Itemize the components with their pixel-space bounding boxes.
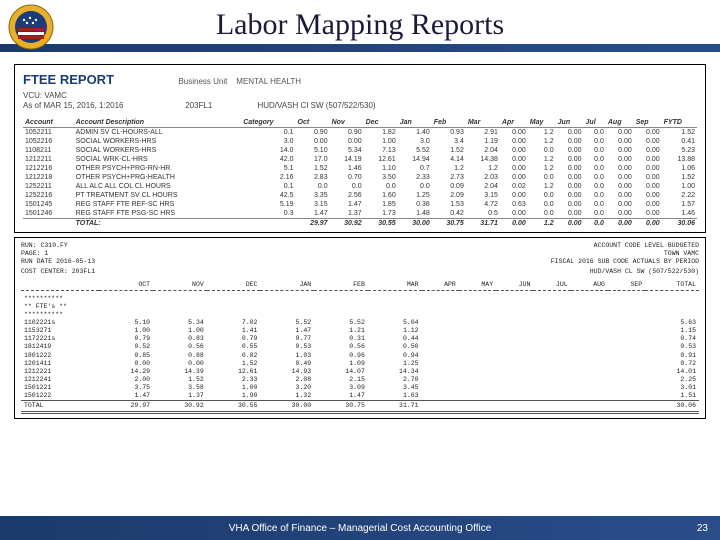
table-row: 1501246REG STAFF FTE PSG-SC HRS0.31.471.… xyxy=(23,209,697,219)
report1-table: AccountAccount DescriptionCategoryOctNov… xyxy=(23,118,697,228)
report1-vcu: VCU: VAMC xyxy=(23,91,697,100)
report1-dateline: As of MAR 15, 2016, 1:2016 203FL1 HUD/VA… xyxy=(23,101,697,110)
table-row: 1252211ALL ALC ALL COL CL HOURS0.10.00.0… xyxy=(23,182,697,191)
table-row: 1052211ADMIN SV CL-HOURS-ALL0.10.900.901… xyxy=(23,128,697,138)
table-row: 12122412.001.522.332.082.152.702.25 xyxy=(21,376,699,384)
ftee-report-box: FTEE REPORT Business Unit MENTAL HEALTH … xyxy=(14,64,706,233)
report1-subtitle: Business Unit MENTAL HEALTH xyxy=(178,77,301,86)
table-row: 121222114.2914.3912.6114.9314.0714.3414.… xyxy=(21,368,699,376)
table-row: 11532711.001.001.411.471.211.121.15 xyxy=(21,327,699,335)
slide-footer: VHA Office of Finance – Managerial Cost … xyxy=(0,516,720,540)
table-row: 1102221s5.105.347.025.525.525.045.63 xyxy=(21,319,699,327)
va-seal-icon xyxy=(8,4,54,50)
table-row: 1212218OTHER PSYCH+PRG-HEALTH2.162.830.7… xyxy=(23,173,697,182)
footer-page-number: 23 xyxy=(697,523,708,534)
report1-title: FTEE REPORT xyxy=(23,72,114,87)
report2-table: OCTNOVDECJANFEBMARAPRMAYJUNJULAUGSEPTOTA… xyxy=(21,281,699,415)
page-title: Labor Mapping Reports xyxy=(0,0,720,42)
table-row: 15012221.471.371.901.321.471.631.51 xyxy=(21,392,699,401)
budget-report-box: RUN: C310.FYACCOUNT CODE LEVEL BUDGETED … xyxy=(14,237,706,419)
header-divider xyxy=(0,44,720,52)
table-row: 15012213.753.581.003.203.093.453.01 xyxy=(21,384,699,392)
footer-text: VHA Office of Finance – Managerial Cost … xyxy=(0,523,720,534)
table-row: 1108211SOCIAL WORKERS-HRS14.05.105.347.1… xyxy=(23,146,697,155)
table-row: 1252216PT TREATMENT SV CL HOURS42.53.352… xyxy=(23,191,697,200)
table-row: 1212211SOCIAL WRK-CL-HRS42.017.014.1912.… xyxy=(23,155,697,164)
table-total-row: TOTAL29.9730.9230.5530.0030.7531.7130.06 xyxy=(21,401,699,413)
table-row: 18124190.520.560.550.530.560.500.53 xyxy=(21,343,699,351)
table-total-row: TOTAL:29.9730.9230.5530.0030.7531.710.00… xyxy=(23,219,697,229)
table-row: 18012220.850.880.821.030.960.940.91 xyxy=(21,352,699,360)
content-area: FTEE REPORT Business Unit MENTAL HEALTH … xyxy=(0,58,720,419)
table-row: 12014110.000.001.520.491.091.250.72 xyxy=(21,360,699,368)
table-row: 1212216OTHER PSYCH+PRG-RN-HR5.11.521.461… xyxy=(23,164,697,173)
table-row: 1172221s0.790.830.790.770.310.440.74 xyxy=(21,335,699,343)
table-row: 1501245REG STAFF FTE REF-SC HRS5.193.151… xyxy=(23,200,697,209)
slide-header: Labor Mapping Reports xyxy=(0,0,720,58)
table-row: 1052216SOCIAL WORKERS-HRS3.00.000.001.00… xyxy=(23,137,697,146)
